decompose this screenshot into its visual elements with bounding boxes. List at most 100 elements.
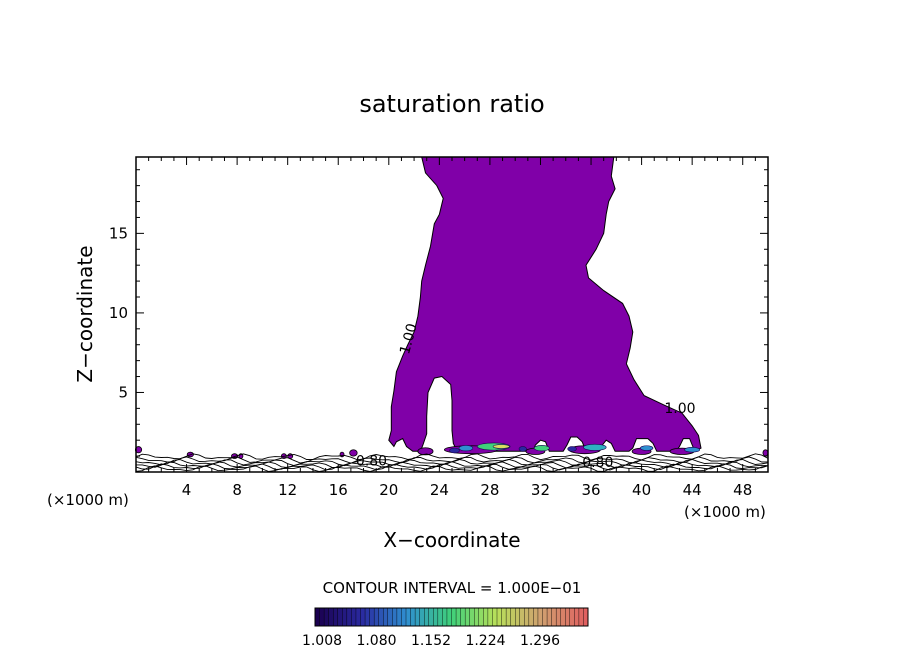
colorbar-swatch xyxy=(537,607,544,627)
colorbar-swatch xyxy=(419,607,425,627)
y-axis-label: Z−coordinate xyxy=(73,245,97,382)
colorbar-swatch xyxy=(428,607,434,627)
colorbar-swatch xyxy=(433,607,439,627)
colorbar-swatch xyxy=(323,607,330,627)
colorbar-swatch xyxy=(342,607,348,627)
supersaturation-patch xyxy=(449,447,460,454)
colorbar-swatch xyxy=(510,607,516,627)
x-tick-label: 8 xyxy=(232,481,242,499)
colorbar-swatch xyxy=(487,607,493,627)
colorbar-swatch xyxy=(560,607,566,627)
surface-contour-line xyxy=(135,463,769,471)
x-unit-right: (×1000 m) xyxy=(684,503,766,521)
colorbar-swatch xyxy=(555,607,562,627)
x-tick-label: 32 xyxy=(531,481,550,499)
supersaturation-patch xyxy=(684,447,701,453)
saturated-blob xyxy=(762,449,769,457)
colorbar-swatch xyxy=(364,607,371,627)
colorbar-swatch xyxy=(483,607,489,627)
colorbar-frame xyxy=(314,607,589,627)
contour-label: 0.80 xyxy=(356,454,387,470)
colorbar-swatch xyxy=(373,607,380,627)
supersaturation-patch xyxy=(567,446,577,452)
colorbar-label: 1.152 xyxy=(411,633,451,649)
colorbar-label: 1.224 xyxy=(465,633,505,649)
colorbar-swatch xyxy=(524,607,530,627)
colorbar-swatch xyxy=(515,607,521,627)
colorbar-label: 1.008 xyxy=(302,633,342,649)
colorbar-swatch xyxy=(337,607,343,627)
x-tick-label: 44 xyxy=(683,481,702,499)
chart-title: saturation ratio xyxy=(359,90,544,118)
colorbar-swatch xyxy=(569,607,575,627)
colorbar-swatch xyxy=(355,607,362,627)
colorbar-swatch xyxy=(501,607,507,627)
saturated-blob xyxy=(417,447,434,456)
x-unit-left: (×1000 m) xyxy=(47,491,129,509)
x-tick-label: 24 xyxy=(430,481,449,499)
x-tick-label: 16 xyxy=(329,481,348,499)
colorbar-swatch xyxy=(460,607,466,627)
supersaturation-patch xyxy=(640,445,654,451)
colorbar-swatch xyxy=(533,607,539,627)
x-axis-label: X−coordinate xyxy=(383,528,520,552)
colorbar-label: 1.080 xyxy=(356,633,396,649)
supersaturation-patch xyxy=(458,445,474,452)
y-tick-label: 5 xyxy=(118,383,128,401)
x-axis: 4 8 12 16 20 24 28 32 36 40 44 48 xyxy=(148,157,756,499)
colorbar-swatch xyxy=(469,607,475,627)
colorbar-swatch xyxy=(519,607,525,627)
colorbar-swatch xyxy=(492,607,498,627)
colorbar-swatch xyxy=(378,607,384,627)
surface-contour-line xyxy=(135,453,769,461)
colorbar-swatch xyxy=(455,607,462,627)
colorbar-swatch xyxy=(387,607,393,627)
x-tick-label: 12 xyxy=(278,481,297,499)
y-tick-label: 10 xyxy=(109,304,128,322)
supersaturation-patch xyxy=(492,444,510,449)
colorbar-swatch xyxy=(442,607,448,627)
colorbar-swatch xyxy=(528,607,534,627)
supersaturation-patch xyxy=(533,445,550,452)
colorbar-swatch xyxy=(392,607,398,627)
colorbar-swatch xyxy=(578,607,584,627)
x-tick-label: 48 xyxy=(733,481,752,499)
cloud-region xyxy=(388,156,702,452)
colorbar-swatch xyxy=(505,607,512,627)
colorbar-swatch xyxy=(446,607,453,627)
colorbar-swatch xyxy=(414,607,421,627)
colorbar: 1.008 1.080 1.152 1.224 1.296 xyxy=(302,607,589,649)
x-tick-label: 40 xyxy=(632,481,651,499)
colorbar-swatch xyxy=(451,607,457,627)
colorbar-label: 1.296 xyxy=(520,633,560,649)
x-tick-label: 28 xyxy=(480,481,499,499)
colorbar-swatch xyxy=(474,607,480,627)
colorbar-swatch xyxy=(328,607,334,627)
colorbar-swatch xyxy=(319,607,325,627)
supersaturation-patch xyxy=(518,446,527,452)
colorbar-swatch xyxy=(346,607,352,627)
colorbar-swatch xyxy=(542,607,548,627)
colorbar-swatch xyxy=(396,607,402,627)
colorbar-swatch xyxy=(496,607,503,627)
colorbar-swatch xyxy=(551,607,557,627)
colorbar-swatch xyxy=(464,607,471,627)
colorbar-swatch xyxy=(478,607,484,627)
supersaturation-patch xyxy=(583,443,607,451)
colorbar-swatch xyxy=(383,607,389,627)
colorbar-swatch xyxy=(437,607,443,627)
colorbar-swatch xyxy=(333,607,339,627)
colorbar-swatch xyxy=(401,607,407,627)
colorbar-swatch xyxy=(424,607,430,627)
colorbar-swatch xyxy=(360,607,366,627)
saturated-blob xyxy=(349,449,358,457)
y-tick-label: 15 xyxy=(109,224,128,242)
contour-label: 1.00 xyxy=(664,401,695,417)
plot-area: 1.00 1.00 0.80 0.80 xyxy=(134,156,769,472)
contour-label: 0.80 xyxy=(582,455,613,471)
surface-contour-line xyxy=(136,461,769,469)
colorbar-swatch xyxy=(314,607,321,627)
colorbar-swatch xyxy=(546,607,553,627)
y-axis: 5 10 15 xyxy=(109,169,768,457)
